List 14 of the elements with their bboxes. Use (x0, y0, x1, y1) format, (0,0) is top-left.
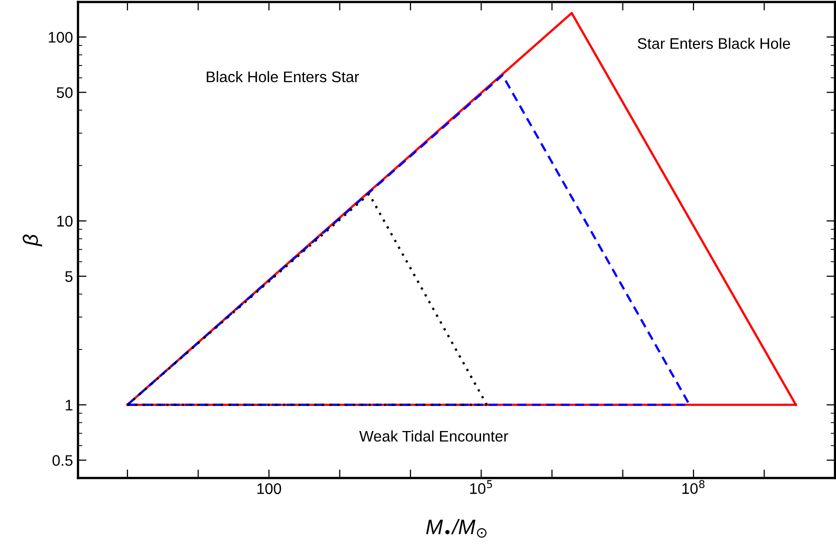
y-tick-label: 100 (48, 32, 73, 43)
y-tick-label: 10 (57, 216, 73, 227)
y-tick-label: 5 (65, 271, 72, 282)
x-tick-label: 10$^{8}$ (682, 480, 704, 494)
annotation: Star Enters Black Hole (638, 38, 790, 49)
annotation: Weak Tidal Encounter (359, 430, 508, 442)
y-tick-label: 0.5 (52, 455, 72, 466)
x-tick-label: 100 (257, 483, 282, 494)
y-tick-label: 50 (56, 87, 73, 98)
x-tick-label: 10$^{5}$ (470, 480, 492, 494)
y-axis-title: β (22, 234, 42, 246)
x-axis-title: M$_{•}$/M$_{⊙}$ (426, 519, 486, 538)
y-tick-label: 1 (66, 400, 72, 410)
annotation: Black Hole Enters Star (206, 71, 359, 82)
